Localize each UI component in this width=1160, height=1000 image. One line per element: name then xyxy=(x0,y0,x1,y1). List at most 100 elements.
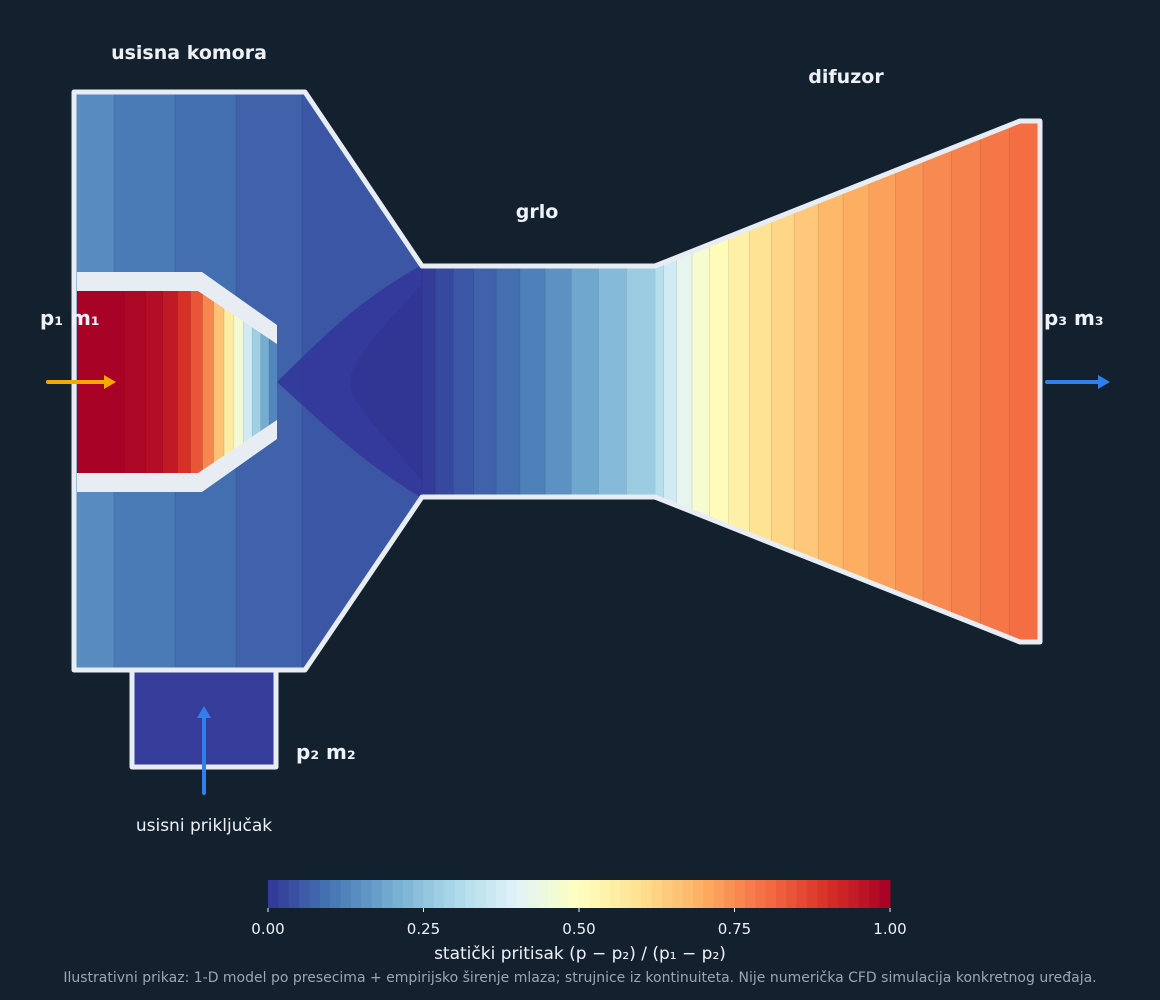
colorbar-cell xyxy=(371,880,383,908)
colorbar-cell xyxy=(838,880,850,908)
colorbar-title: statički pritisak (p − p₂) / (p₁ − p₂) xyxy=(434,944,726,964)
colorbar-cell xyxy=(454,880,466,908)
colorbar-cell xyxy=(775,880,787,908)
colorbar-cell xyxy=(744,880,756,908)
colorbar: 0.00 0.25 0.50 0.75 1.00 statički pritisak (… xyxy=(251,880,907,964)
colorbar-cell xyxy=(713,880,725,908)
colorbar-cell xyxy=(444,880,456,908)
colorbar-cell xyxy=(268,880,279,908)
nozzle-band xyxy=(162,291,179,473)
colorbar-cell xyxy=(485,880,497,908)
colorbar-cell xyxy=(641,880,653,908)
diffuser-band xyxy=(676,121,693,642)
outlet-label: p₃ m₃ xyxy=(1044,306,1104,330)
diffuser-field xyxy=(655,121,1040,642)
colorbar-cell xyxy=(734,880,746,908)
colorbar-cell xyxy=(579,880,590,908)
colorbar-cell xyxy=(879,880,891,908)
diffuser-band xyxy=(868,121,897,642)
throat-band xyxy=(598,265,628,498)
footnote: Ilustrativni prikaz: 1-D model po presec… xyxy=(63,970,1096,986)
colorbar-cell xyxy=(724,880,735,908)
outlet-arrow xyxy=(1045,375,1110,389)
diffuser-band xyxy=(895,121,924,642)
colorbar-cell xyxy=(589,880,601,908)
colorbar-cell xyxy=(350,880,362,908)
colorbar-cell xyxy=(703,880,715,908)
colorbar-cell xyxy=(309,880,321,908)
primary-inlet-arrow xyxy=(46,375,116,389)
colorbar-tick-label: 1.00 xyxy=(873,920,906,938)
colorbar-cell xyxy=(278,880,290,908)
colorbar-cell xyxy=(610,880,621,908)
secondary-inlet-label: p₂ m₂ xyxy=(296,740,356,764)
colorbar-cell xyxy=(599,880,611,908)
colorbar-cell xyxy=(620,880,632,908)
throat-band xyxy=(544,265,573,498)
colorbar-cell xyxy=(340,880,352,908)
colorbar-cell xyxy=(755,880,767,908)
colorbar-cell xyxy=(869,880,881,908)
diffuser-band xyxy=(922,121,953,642)
nozzle-band xyxy=(145,291,164,473)
nozzle-band xyxy=(123,291,147,473)
nozzle-band xyxy=(202,291,215,473)
colorbar-cell xyxy=(288,880,300,908)
colorbar-cell xyxy=(361,880,373,908)
colorbar-cell xyxy=(817,880,829,908)
colorbar-cell xyxy=(682,880,694,908)
colorbar-cell xyxy=(506,880,518,908)
colorbar-cell xyxy=(319,880,331,908)
colorbar-tick-label: 0.00 xyxy=(251,920,284,938)
colorbar-cell xyxy=(433,880,445,908)
colorbar-cell xyxy=(796,880,808,908)
diffuser-band xyxy=(728,121,751,642)
colorbar-cell xyxy=(558,880,570,908)
throat-band xyxy=(495,265,521,498)
throat-band xyxy=(473,265,497,498)
colorbar-cell xyxy=(527,880,539,908)
colorbar-cell xyxy=(496,880,507,908)
colorbar-cell xyxy=(786,880,798,908)
colorbar-cell xyxy=(848,880,860,908)
colorbar-cell xyxy=(537,880,549,908)
colorbar-cell xyxy=(661,880,673,908)
colorbar-cell xyxy=(827,880,839,908)
diffuser-band xyxy=(950,121,981,642)
colorbar-cell xyxy=(299,880,310,908)
suction-chamber-label: usisna komora xyxy=(111,42,267,64)
diffuser-band xyxy=(842,121,870,642)
colorbar-tick-label: 0.50 xyxy=(562,920,595,938)
primary-inlet-label: p₁ m₁ xyxy=(40,306,100,330)
colorbar-cell xyxy=(516,880,528,908)
nozzle-band xyxy=(213,291,225,473)
primary-nozzle-field xyxy=(76,291,277,473)
diffuser-band xyxy=(749,121,773,642)
diffuser-band xyxy=(770,121,796,642)
colorbar-cell xyxy=(651,880,663,908)
colorbar-cell xyxy=(413,880,424,908)
diffuser-band xyxy=(655,121,665,642)
throat-label: grlo xyxy=(516,201,559,223)
colorbar-cell xyxy=(568,880,580,908)
colorbar-cell xyxy=(765,880,777,908)
throat-band xyxy=(570,265,600,498)
colorbar-cell xyxy=(475,880,487,908)
colorbar-cell xyxy=(402,880,414,908)
nozzle-band xyxy=(177,291,192,473)
colorbar-cell xyxy=(423,880,435,908)
nozzle-band xyxy=(190,291,204,473)
colorbar-tick-label: 0.75 xyxy=(718,920,751,938)
suction-port-label: usisni priključak xyxy=(136,816,272,836)
throat-band xyxy=(519,265,546,498)
diffuser-band xyxy=(793,121,819,642)
upper-wall xyxy=(72,89,1043,673)
colorbar-cell xyxy=(464,880,476,908)
suction-inlet-arrow xyxy=(197,706,211,795)
colorbar-cell xyxy=(693,880,704,908)
colorbar-cell xyxy=(672,880,684,908)
colorbar-cell xyxy=(382,880,393,908)
diffuser-band xyxy=(709,121,730,642)
diffuser-band xyxy=(1009,121,1040,642)
nozzle-wall-bottom xyxy=(77,420,277,492)
